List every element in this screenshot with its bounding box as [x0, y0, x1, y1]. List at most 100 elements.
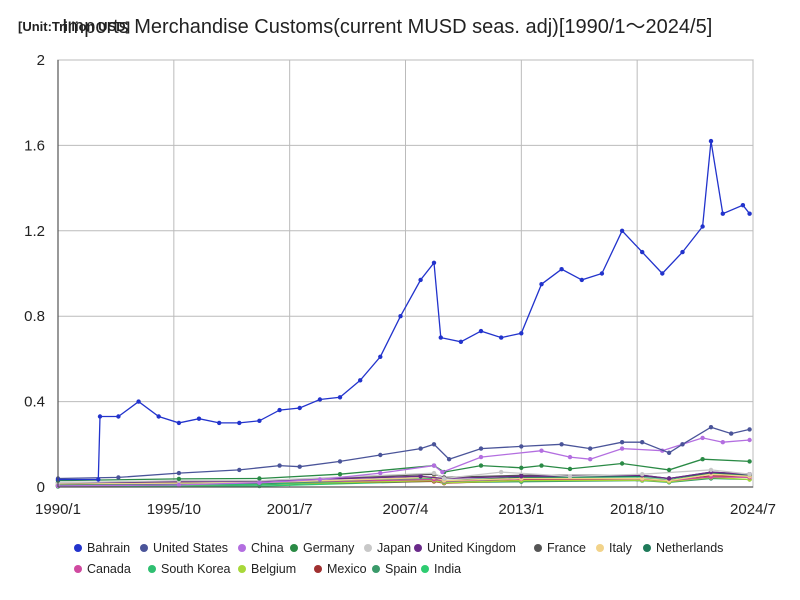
data-point: [747, 427, 752, 432]
data-point: [441, 476, 447, 481]
legend-label: Japan: [377, 541, 411, 555]
data-point: [499, 335, 504, 340]
data-point: [660, 271, 665, 276]
y-tick-label: 0.4: [24, 394, 45, 411]
legend-label: Belgium: [251, 562, 296, 576]
data-point: [176, 476, 182, 482]
chart-title: Imports Merchandise Customs(current MUSD…: [62, 16, 712, 38]
data-point: [478, 446, 484, 451]
data-point: [666, 450, 672, 455]
y-tick-label: 1.6: [24, 137, 45, 154]
legend-label: United Kingdom: [427, 541, 516, 555]
data-point: [116, 475, 121, 480]
data-point: [708, 138, 714, 144]
legend-marker: [643, 544, 651, 552]
data-point: [599, 271, 605, 276]
data-point: [478, 454, 484, 460]
data-point: [358, 378, 363, 383]
y-tick-label: 2: [37, 52, 45, 69]
legend-label: South Korea: [161, 562, 231, 576]
data-point: [708, 425, 714, 430]
x-tick-label: 2018/10: [610, 501, 664, 518]
data-point: [559, 442, 564, 447]
data-point: [720, 211, 725, 216]
data-point: [378, 470, 383, 476]
unit-label: [Unit:Trillion USD]: [18, 19, 130, 34]
legend-marker: [414, 544, 422, 552]
data-point: [619, 461, 625, 466]
data-point: [257, 418, 262, 423]
data-point: [458, 339, 464, 344]
data-point: [176, 470, 182, 476]
data-point: [499, 469, 504, 475]
data-point: [337, 472, 343, 477]
data-point: [640, 249, 645, 255]
data-point: [277, 407, 282, 413]
data-point: [136, 399, 141, 404]
data-point: [567, 466, 573, 472]
legend-label: Bahrain: [87, 541, 130, 555]
data-point: [478, 463, 484, 468]
data-point: [446, 457, 452, 462]
legend-marker: [372, 565, 380, 573]
data-point: [519, 444, 524, 449]
data-point: [97, 414, 103, 419]
legend-marker: [421, 565, 429, 573]
data-point: [559, 267, 564, 272]
data-point: [747, 437, 752, 443]
data-point: [588, 457, 593, 462]
data-point: [431, 260, 437, 265]
legend-marker: [74, 565, 82, 573]
data-point: [217, 420, 222, 426]
data-point: [237, 467, 242, 473]
legend-marker: [290, 544, 298, 552]
data-point: [680, 442, 685, 447]
legend-label: Netherlands: [656, 541, 723, 555]
data-point: [478, 328, 484, 334]
axes: 0 0.4 0.8 1.2 1.6 2 1990/1 1995/10 2001/7 2007/4 2…: [24, 52, 776, 518]
x-tick-label: 2013/1: [498, 501, 544, 518]
data-point: [431, 463, 437, 468]
data-point: [720, 440, 725, 445]
data-point: [519, 474, 524, 479]
y-tick-label: 0: [37, 479, 45, 496]
legend-marker: [534, 544, 542, 552]
data-point: [700, 457, 705, 462]
data-point: [176, 482, 182, 488]
data-point: [337, 395, 343, 400]
data-point: [700, 435, 705, 441]
legend-label: Canada: [87, 562, 131, 576]
data-point: [588, 446, 593, 451]
data-point: [440, 469, 445, 475]
data-point: [257, 476, 262, 481]
data-point: [196, 416, 202, 421]
data-point: [277, 463, 282, 468]
data-point: [729, 431, 734, 436]
data-point: [539, 463, 544, 468]
series-lines: [55, 138, 752, 489]
data-point: [747, 472, 752, 477]
legend-label: Germany: [303, 541, 355, 555]
data-point: [747, 459, 752, 464]
data-point: [666, 467, 672, 473]
data-point: [666, 476, 672, 481]
series-line: [58, 140, 751, 481]
data-point: [539, 282, 544, 287]
data-point: [156, 414, 161, 419]
legend-marker: [314, 565, 322, 573]
data-point: [680, 249, 685, 255]
data-point: [317, 477, 323, 482]
data-point: [297, 405, 302, 411]
legend-label: France: [547, 541, 586, 555]
y-tick-label: 0.8: [24, 308, 45, 325]
data-point: [176, 420, 182, 426]
data-point: [640, 472, 645, 477]
legend: Bahrain United States China Germany Japan Uni…: [74, 541, 723, 576]
data-point: [519, 465, 524, 470]
legend-marker: [596, 544, 604, 552]
data-point: [700, 224, 705, 229]
data-point: [740, 203, 746, 208]
y-tick-label: 1.2: [24, 223, 45, 240]
data-point: [337, 459, 343, 464]
